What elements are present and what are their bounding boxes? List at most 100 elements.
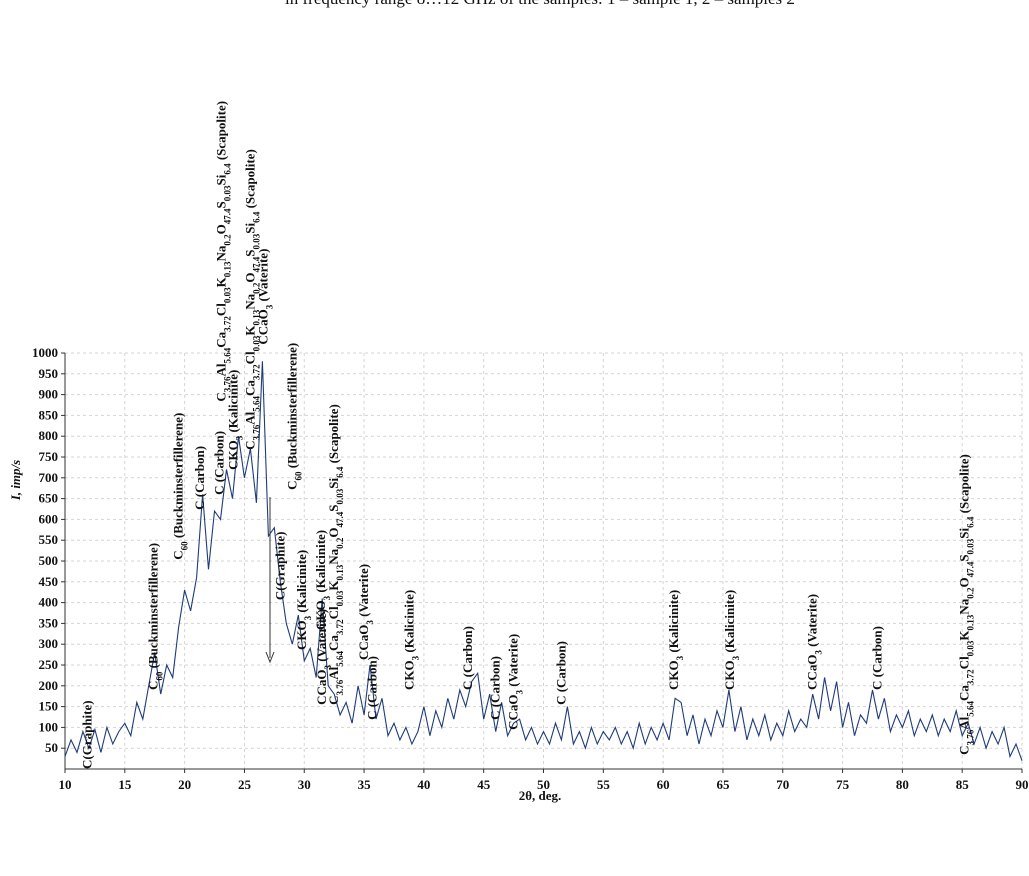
x-tick-label: 40 <box>417 777 430 792</box>
annotation-part: 0.2 <box>335 537 345 549</box>
annotation-part: 60 <box>293 471 303 481</box>
annotation-part: 0.03 <box>966 640 976 656</box>
annotation-part: 0.03 <box>251 335 261 351</box>
peak-annotation: C3.76Al5.64Ca3.72Cl0.03K0.13Na0.2O47.4S0… <box>242 149 261 450</box>
peak-annotation: C60 (Buckminsterfillerene) <box>146 543 165 690</box>
annotation-part: 47.4 <box>223 208 233 224</box>
y-tick-label: 700 <box>39 470 59 485</box>
annotation-part: Si <box>326 478 341 489</box>
annotation-part: S <box>214 201 229 208</box>
peak-annotation: CCaO3 (Vaterite) <box>356 564 375 660</box>
annotation-part: 5.64 <box>966 700 976 716</box>
annotation-part: 3.72 <box>335 619 345 635</box>
peak-annotation: CCaO3 (Vaterite) <box>314 609 333 705</box>
y-tick-label: 450 <box>39 574 59 589</box>
x-tick-label: 85 <box>956 777 970 792</box>
peak-annotation: CKO3 (Kalicinite) <box>402 590 421 690</box>
y-tick-label: 800 <box>39 428 59 443</box>
annotation-part: 6.4 <box>335 466 345 478</box>
grid: 5010015020025030035040045050055060065070… <box>32 345 1029 792</box>
annotation-part: Cl <box>957 656 972 669</box>
annotation-part: 6.4 <box>223 163 233 175</box>
annotation-part: C(Graphite) <box>80 700 95 769</box>
x-tick-label: 50 <box>537 777 550 792</box>
annotation-part: Ca <box>957 685 972 701</box>
x-tick-label: 45 <box>477 777 491 792</box>
annotation-part: Al <box>214 363 229 376</box>
annotation-part: S <box>326 505 341 512</box>
annotation-part: C <box>284 480 299 489</box>
annotation-part: 0.13 <box>335 564 345 580</box>
annotation-part: CCaO <box>256 309 271 344</box>
annotation-part: 3.76 <box>223 376 233 392</box>
y-tick-label: 100 <box>39 719 59 734</box>
annotation-part: 3 <box>814 650 824 655</box>
x-tick-label: 10 <box>59 777 72 792</box>
annotation-part: C (Carbon) <box>488 656 503 720</box>
annotation-part: K <box>242 325 257 336</box>
annotation-part: C (Carbon) <box>192 446 207 510</box>
annotation-part: C (Carbon) <box>211 431 226 495</box>
annotation-part: O <box>957 577 972 587</box>
annotation-part: (Vaterite) <box>506 634 521 690</box>
annotation-part: CKO <box>402 660 417 690</box>
annotation-part: C <box>146 681 161 690</box>
y-tick-label: 900 <box>39 387 59 402</box>
peak-annotation: CKO3 (Kalicinite) <box>313 530 332 630</box>
annotation-part: 3.72 <box>966 669 976 685</box>
annotation-part: C <box>957 745 972 754</box>
annotation-part: C(Graphite) <box>272 531 287 600</box>
y-tick-label: 400 <box>39 595 59 610</box>
peak-annotation: CKO3 (Kalicinite) <box>722 590 741 690</box>
peak-annotation: C (Carbon) <box>364 656 379 720</box>
annotation-part: 3 <box>322 595 332 600</box>
annotation-part: CCaO <box>805 655 820 690</box>
peak-annotation: C60 (Buckminsterfillerene) <box>171 413 190 560</box>
peak-annotation: C3.76Al5.64Ca3.72Cl0.03K0.13Na0.2O47.4S0… <box>214 101 233 402</box>
annotation-part: S <box>242 250 257 257</box>
y-tick-label: 600 <box>39 511 59 526</box>
peak-annotation: CKO3 (Kalicinite) <box>226 370 245 470</box>
annotation-part: 3 <box>265 304 275 309</box>
annotation-part: 3 <box>323 665 333 670</box>
annotation-part: Al <box>326 666 341 679</box>
annotation-part: CCaO <box>314 670 329 705</box>
annotation-part: (Vaterite) <box>314 609 329 665</box>
annotation-part: 3.72 <box>223 316 233 332</box>
peak-annotation: C (Carbon) <box>488 656 503 720</box>
annotation-part: Al <box>957 716 972 729</box>
peak-annotation: CKO3 (Kalicinite) <box>294 550 313 650</box>
annotation-part: (Buckminsterfillerene) <box>146 543 161 672</box>
annotation-part: 5.64 <box>223 347 233 363</box>
annotation-part: 0.2 <box>251 282 261 294</box>
annotation-part: 0.03 <box>223 287 233 303</box>
annotation-part: O <box>214 224 229 234</box>
annotation-part: C <box>171 550 186 559</box>
annotation-part: 3 <box>303 615 313 620</box>
annotation-part: 6.4 <box>251 211 261 223</box>
x-tick-label: 70 <box>776 777 789 792</box>
annotation-part: 0.03 <box>251 233 261 249</box>
annotation-part: 0.03 <box>335 590 345 606</box>
annotation-part: (Kalicinite) <box>666 590 681 656</box>
annotation-part: 0.13 <box>966 614 976 630</box>
annotation-part: 47.4 <box>251 256 261 272</box>
annotation-part: K <box>214 276 229 287</box>
annotation-part: Si <box>957 527 972 538</box>
annotation-part: 3 <box>731 655 741 660</box>
annotation-part: (Scapolite) <box>214 101 229 163</box>
annotation-part: 3 <box>411 655 421 660</box>
y-tick-label: 950 <box>39 366 59 381</box>
peak-annotation: CKO3 (Kalicinite) <box>666 590 685 690</box>
annotation-part: (Kalicinite) <box>313 530 328 596</box>
peak-annotation: C(Graphite) <box>272 531 287 600</box>
annotation-part: (Scapolite) <box>957 454 972 516</box>
annotation-part: 5.64 <box>251 396 261 412</box>
annotation-part: Si <box>214 174 229 185</box>
annotation-part: 3.76 <box>335 679 345 695</box>
annotation-part: Cl <box>242 351 257 364</box>
peak-annotation: C (Carbon) <box>460 626 475 690</box>
annotation-part: 47.4 <box>335 511 345 527</box>
peak-annotation: C3.76Al5.64Ca3.72Cl0.03K0.13Na0.2O47.4S0… <box>326 404 345 705</box>
annotation-part: 3.72 <box>251 364 261 380</box>
